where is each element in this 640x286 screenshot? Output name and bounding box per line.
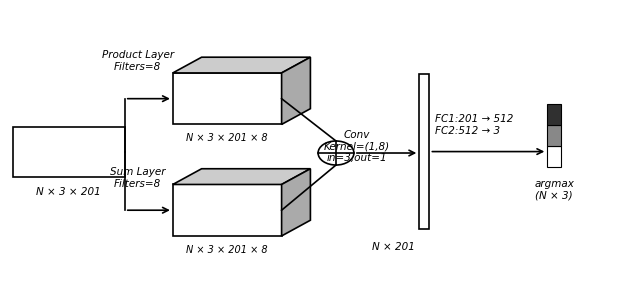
Text: FC1:201 → 512
FC2:512 → 3: FC1:201 → 512 FC2:512 → 3 [435, 114, 513, 136]
FancyBboxPatch shape [419, 74, 429, 229]
Polygon shape [173, 73, 282, 124]
Bar [547, 125, 561, 146]
Bar [547, 146, 561, 167]
Polygon shape [173, 184, 282, 236]
Polygon shape [173, 57, 310, 73]
Text: Product Layer
Filters=8: Product Layer Filters=8 [102, 50, 173, 72]
Polygon shape [173, 169, 310, 184]
Text: N × 3 × 201: N × 3 × 201 [36, 187, 101, 197]
Text: N × 3 × 201 × 8: N × 3 × 201 × 8 [186, 133, 268, 143]
Text: argmax
(N × 3): argmax (N × 3) [534, 179, 574, 200]
Text: Conv
Kernel=(1,8)
in=3,out=1: Conv Kernel=(1,8) in=3,out=1 [324, 130, 390, 163]
Text: N × 3 × 201 × 8: N × 3 × 201 × 8 [186, 245, 268, 255]
FancyBboxPatch shape [13, 127, 125, 177]
Polygon shape [282, 169, 310, 236]
Bar [547, 104, 561, 125]
Text: Sum Layer
Filters=8: Sum Layer Filters=8 [110, 167, 165, 189]
Polygon shape [282, 57, 310, 124]
Text: N × 201: N × 201 [372, 242, 415, 252]
